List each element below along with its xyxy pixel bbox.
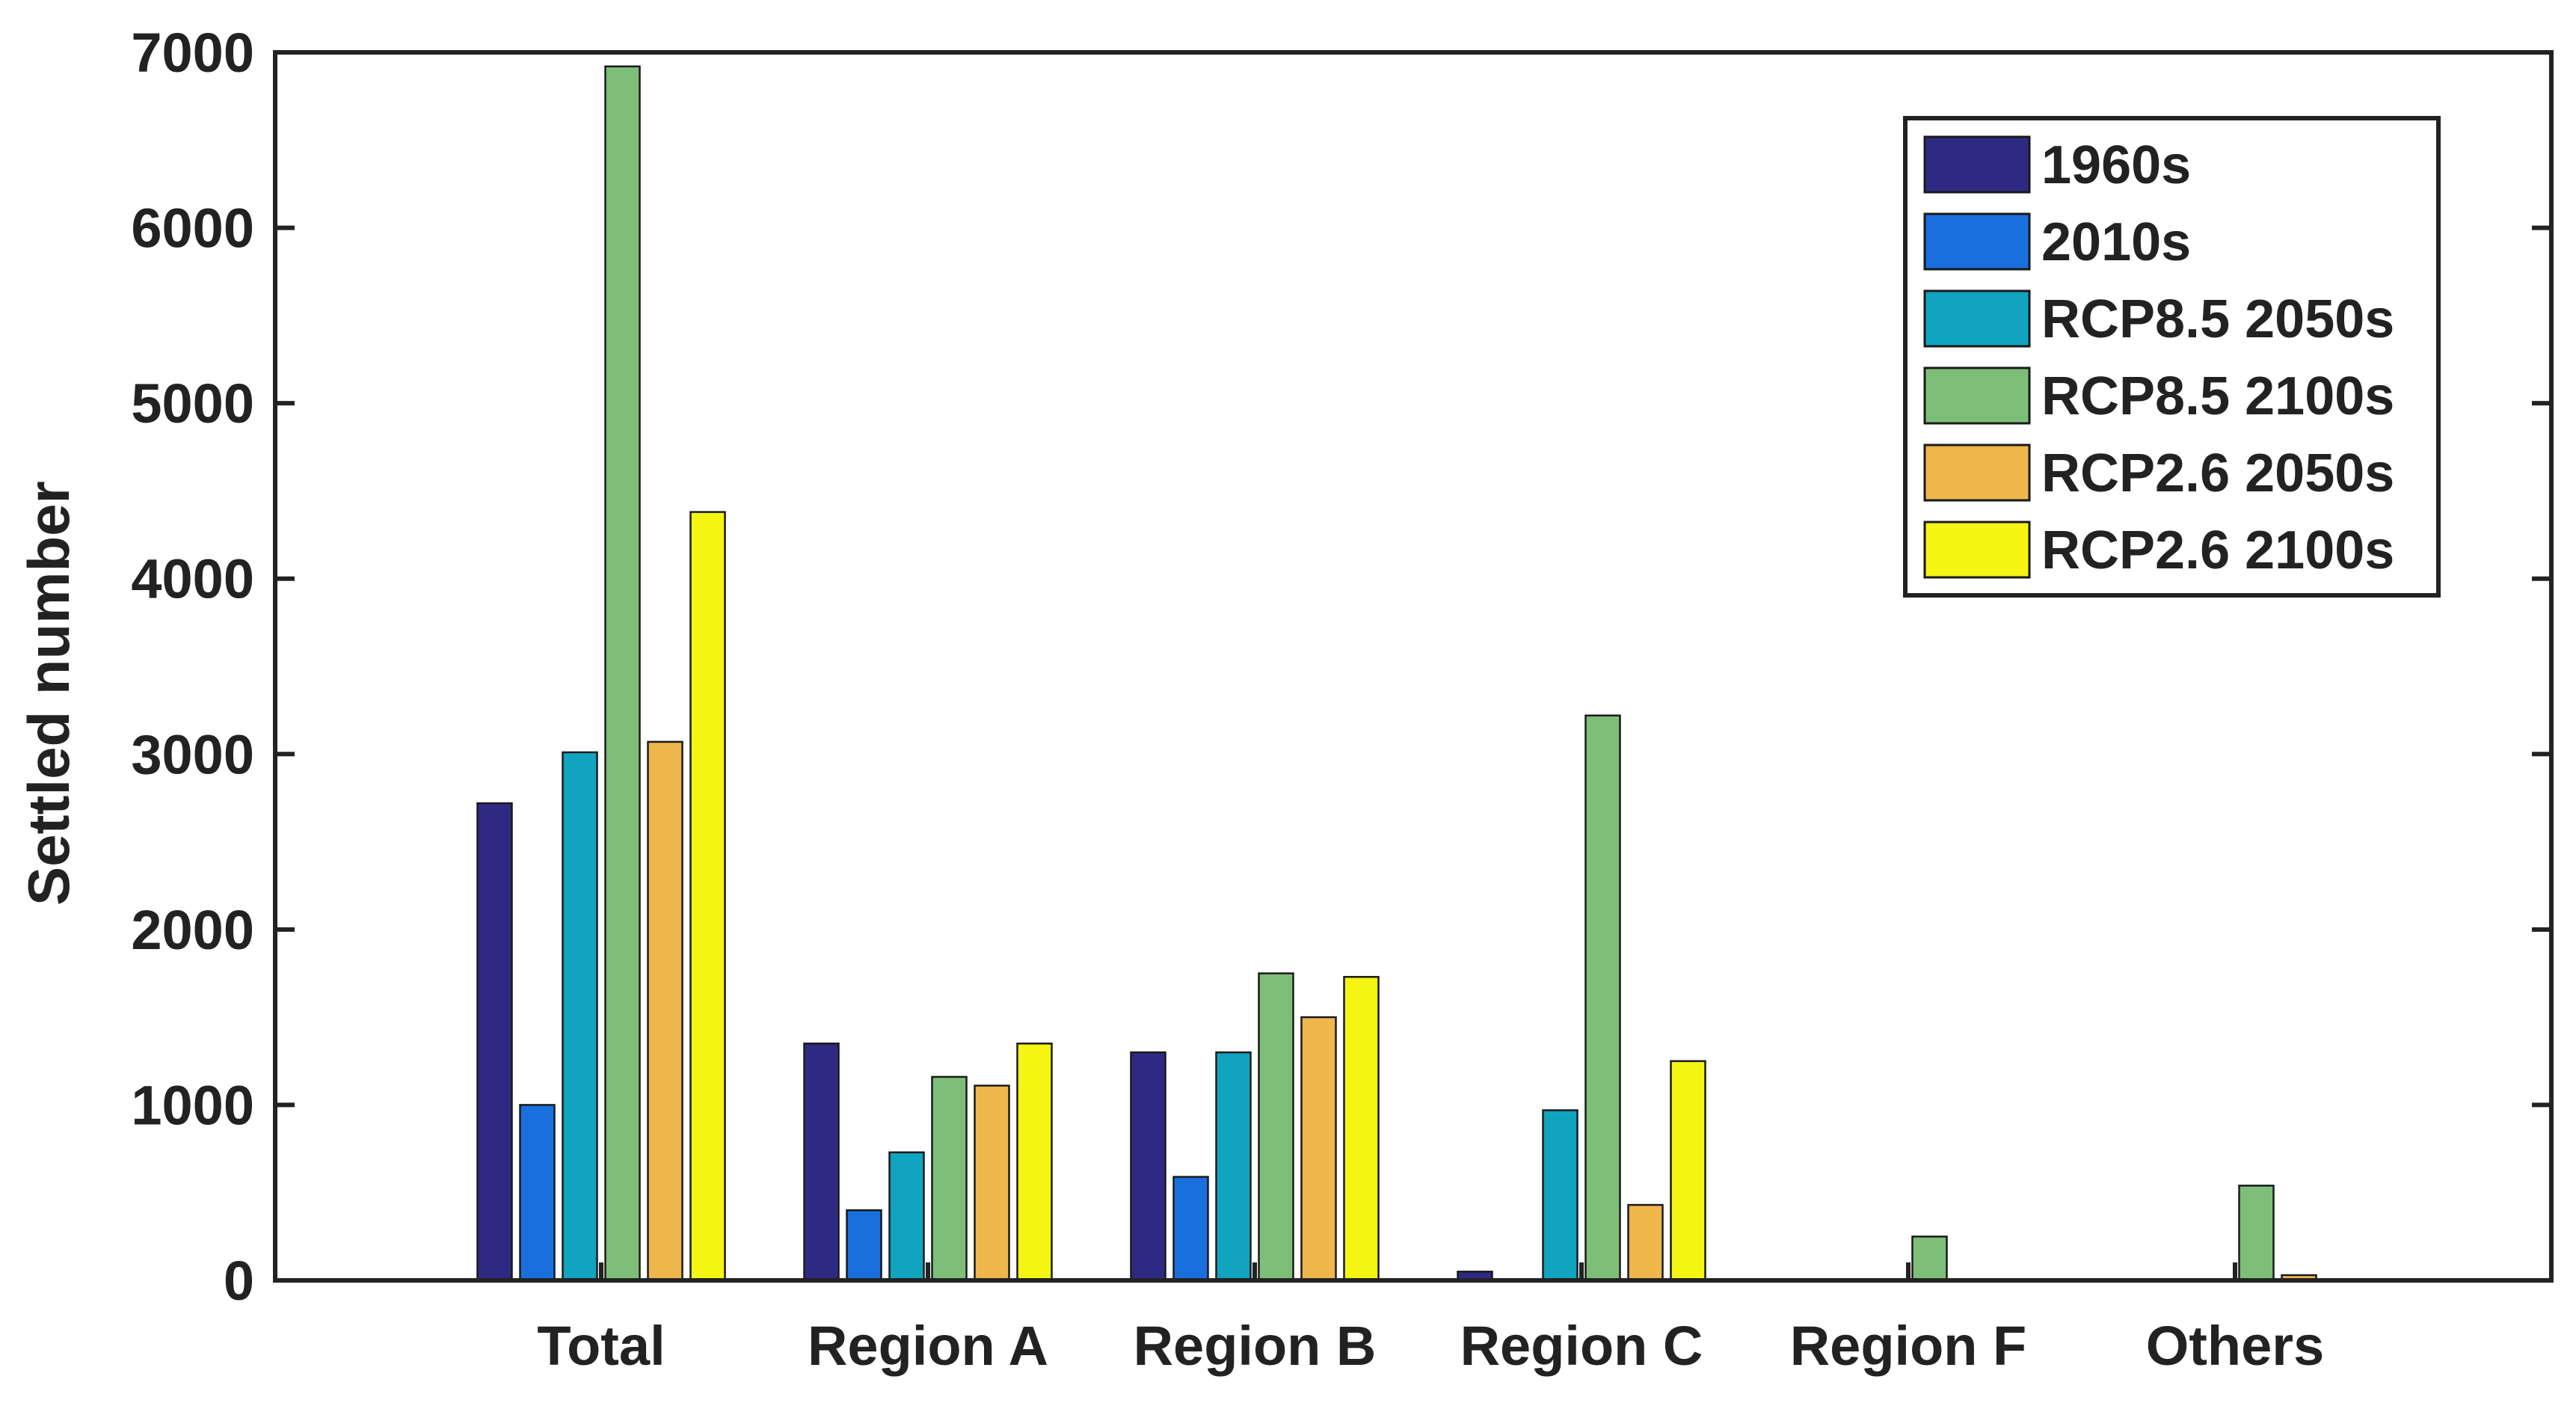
bar-0-1 <box>519 1104 556 1282</box>
legend-label: RCP8.5 2050s <box>2041 289 2394 349</box>
plot-frame <box>273 50 2554 1283</box>
bar-1-1 <box>846 1209 882 1282</box>
legend-swatch <box>1923 443 2031 502</box>
legend-swatch <box>1923 135 2031 194</box>
legend-swatch <box>1923 366 2031 425</box>
x-tick-label: Total <box>537 1315 665 1377</box>
y-axis-label: Settled number <box>16 481 82 906</box>
legend-swatch <box>1923 521 2031 579</box>
legend-label: 2010s <box>2041 212 2191 272</box>
bar-1-0 <box>803 1043 840 1282</box>
y-tick-label: 5000 <box>131 372 254 435</box>
bar-4-3 <box>1911 1236 1948 1282</box>
legend-label: 1960s <box>2041 135 2191 195</box>
legend-label: RCP2.6 2100s <box>2041 521 2394 580</box>
bar-1-2 <box>888 1151 925 1282</box>
y-tick-label: 3000 <box>131 723 254 785</box>
bar-1-4 <box>974 1084 1010 1282</box>
x-tick-label: Region B <box>1134 1315 1377 1377</box>
bar-2-1 <box>1172 1176 1209 1282</box>
legend-swatch <box>1923 212 2031 271</box>
y-tick-label: 7000 <box>131 22 254 84</box>
x-tick-label: Others <box>2146 1315 2325 1377</box>
bar-2-5 <box>1343 975 1380 1282</box>
legend-label: RCP2.6 2050s <box>2041 443 2394 503</box>
bar-3-2 <box>1542 1109 1579 1282</box>
legend-box <box>1903 116 2441 598</box>
bar-1-5 <box>1016 1043 1053 1282</box>
axes-group: Total Region A Region B Region C Region F Oth… <box>131 22 2554 1377</box>
bar-2-4 <box>1300 1016 1337 1282</box>
bar-2-0 <box>1130 1051 1166 1282</box>
y-tick-label: 6000 <box>131 197 254 260</box>
y-tick-label: 4000 <box>131 548 254 610</box>
bar-3-5 <box>1670 1060 1706 1282</box>
bar-3-3 <box>1584 714 1621 1282</box>
bar-1-3 <box>931 1075 968 1282</box>
bar-3-4 <box>1627 1203 1664 1282</box>
legend-label: RCP8.5 2100s <box>2041 366 2394 426</box>
bars-group <box>476 65 2317 1282</box>
x-tick-label: Region C <box>1460 1315 1703 1377</box>
y-tick-label: 0 <box>224 1250 254 1312</box>
x-tick-label: Region F <box>1790 1315 2027 1377</box>
bar-0-5 <box>689 511 726 1282</box>
bar-5-3 <box>2238 1185 2275 1282</box>
y-tick-label: 1000 <box>131 1074 254 1136</box>
bar-0-2 <box>562 751 598 1282</box>
x-tick-label: Region A <box>808 1315 1048 1377</box>
y-tick-label: 2000 <box>131 899 254 961</box>
bar-0-3 <box>604 65 641 1282</box>
legend: 1960s 2010s RCP8.5 2050s RCP8.5 2100s RCP2.6… <box>1903 116 2441 598</box>
bar-0-0 <box>476 802 513 1282</box>
legend-swatch <box>1923 289 2031 348</box>
bar-0-4 <box>647 740 683 1282</box>
bar-2-3 <box>1258 972 1294 1282</box>
bar-2-2 <box>1215 1051 1252 1282</box>
